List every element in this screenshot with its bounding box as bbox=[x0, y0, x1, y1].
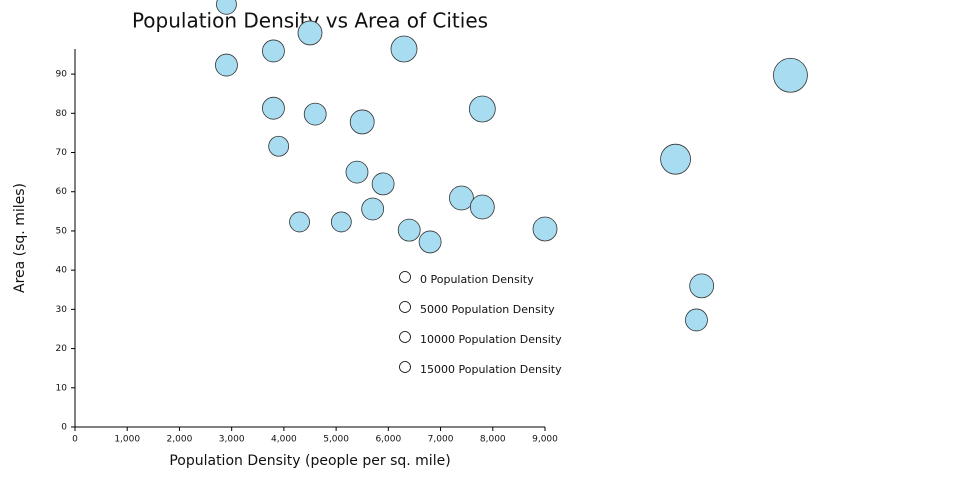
bubble bbox=[361, 197, 385, 221]
bubble bbox=[215, 53, 238, 77]
bubble bbox=[773, 57, 808, 93]
legend-symbol bbox=[399, 361, 411, 373]
legend-symbol bbox=[399, 301, 411, 313]
x-tick-label: 7,000 bbox=[428, 435, 454, 445]
y-tick-label: 10 bbox=[56, 383, 68, 393]
y-tick-label: 90 bbox=[56, 70, 68, 80]
x-axis-label: Population Density (people per sq. mile) bbox=[169, 453, 450, 469]
legend-label: 5000 Population Density bbox=[420, 303, 555, 316]
x-tick-label: 3,000 bbox=[219, 435, 245, 445]
bubble bbox=[418, 230, 442, 254]
x-tick-label: 5,000 bbox=[323, 435, 349, 445]
y-tick-label: 60 bbox=[56, 187, 68, 197]
bubble bbox=[262, 39, 285, 63]
y-axis-label: Area (sq. miles) bbox=[12, 183, 28, 293]
x-tick-label: 2,000 bbox=[167, 435, 193, 445]
x-tick-label: 4,000 bbox=[271, 435, 297, 445]
bubble bbox=[390, 35, 418, 63]
x-tick-label: 1,000 bbox=[114, 435, 140, 445]
bubble bbox=[297, 20, 323, 46]
bubble bbox=[216, 0, 237, 15]
bubble bbox=[685, 308, 708, 332]
y-tick-label: 40 bbox=[56, 266, 68, 276]
bubble bbox=[371, 172, 395, 196]
legend-label: 15000 Population Density bbox=[420, 363, 562, 376]
bubble bbox=[397, 218, 421, 242]
bubble bbox=[268, 135, 290, 157]
legend-label: 10000 Population Density bbox=[420, 333, 562, 346]
bubble bbox=[345, 160, 369, 184]
bubble bbox=[303, 102, 327, 126]
x-tick-label: 0 bbox=[72, 435, 78, 445]
legend-symbol bbox=[399, 331, 411, 343]
x-tick-label: 8,000 bbox=[480, 435, 506, 445]
bubble bbox=[330, 211, 352, 233]
bubble bbox=[660, 143, 691, 175]
bubble bbox=[532, 216, 558, 242]
x-tick-label: 6,000 bbox=[375, 435, 401, 445]
y-tick-label: 80 bbox=[56, 109, 68, 119]
bubble bbox=[449, 185, 474, 211]
y-tick-label: 70 bbox=[56, 148, 68, 158]
y-tick-label: 20 bbox=[56, 344, 68, 354]
bubble bbox=[469, 194, 495, 220]
bubble bbox=[262, 96, 285, 120]
x-tick-label: 9,000 bbox=[532, 435, 558, 445]
legend-symbol bbox=[399, 271, 411, 283]
y-tick-label: 30 bbox=[56, 305, 68, 315]
bubble bbox=[349, 109, 375, 135]
legend-label: 0 Population Density bbox=[420, 273, 534, 286]
bubble bbox=[689, 273, 715, 299]
bubble bbox=[289, 211, 310, 233]
bubble bbox=[468, 95, 496, 123]
y-tick-label: 0 bbox=[61, 423, 67, 433]
y-tick-label: 50 bbox=[56, 226, 68, 236]
